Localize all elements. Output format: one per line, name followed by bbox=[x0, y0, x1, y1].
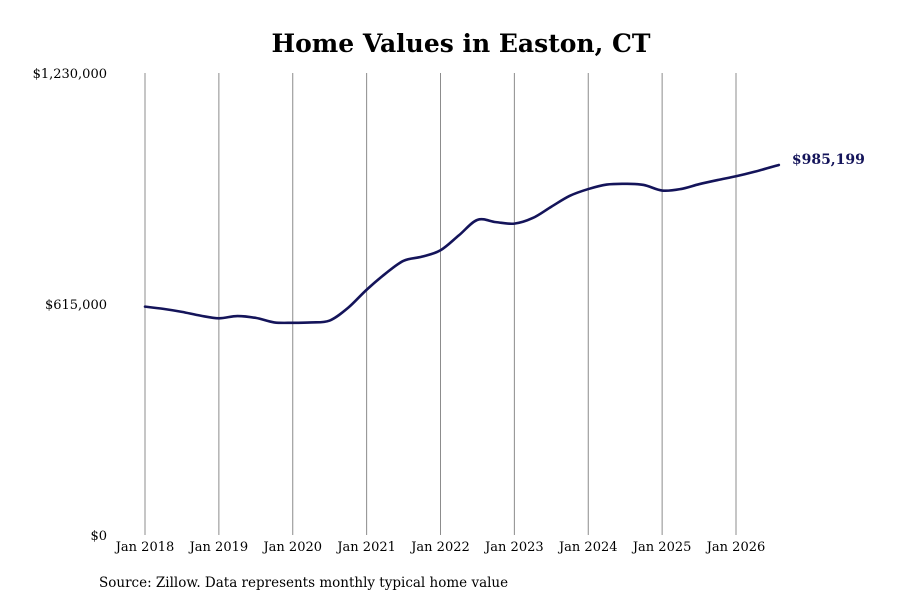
x-tick-label: Jan 2024 bbox=[557, 540, 618, 555]
y-tick-label: $1,230,000 bbox=[33, 67, 107, 82]
x-tick-label: Jan 2019 bbox=[188, 540, 249, 555]
latest-value-label: $985,199 bbox=[792, 152, 865, 168]
x-tick-label: Jan 2026 bbox=[705, 540, 766, 555]
x-axis-tick-labels: Jan 2018 Jan 2019 Jan 2020 Jan 2021 Jan 2022… bbox=[114, 540, 766, 555]
x-tick-label: Jan 2025 bbox=[631, 540, 692, 555]
home-value-line bbox=[143, 163, 781, 325]
x-tick-label: Jan 2020 bbox=[261, 540, 322, 555]
x-tick-label: Jan 2022 bbox=[409, 540, 470, 555]
x-tick-label: Jan 2023 bbox=[483, 540, 544, 555]
vertical-gridlines bbox=[144, 73, 737, 535]
chart-title: Home Values in Easton, CT bbox=[271, 29, 650, 58]
source-note: Source: Zillow. Data represents monthly … bbox=[99, 575, 508, 591]
x-tick-label: Jan 2018 bbox=[114, 540, 175, 555]
x-tick-label: Jan 2021 bbox=[335, 540, 396, 555]
y-tick-label: $615,000 bbox=[45, 298, 107, 313]
y-tick-label: $0 bbox=[90, 529, 107, 544]
y-axis-tick-labels: $0 $615,000 $1,230,000 bbox=[33, 67, 107, 544]
